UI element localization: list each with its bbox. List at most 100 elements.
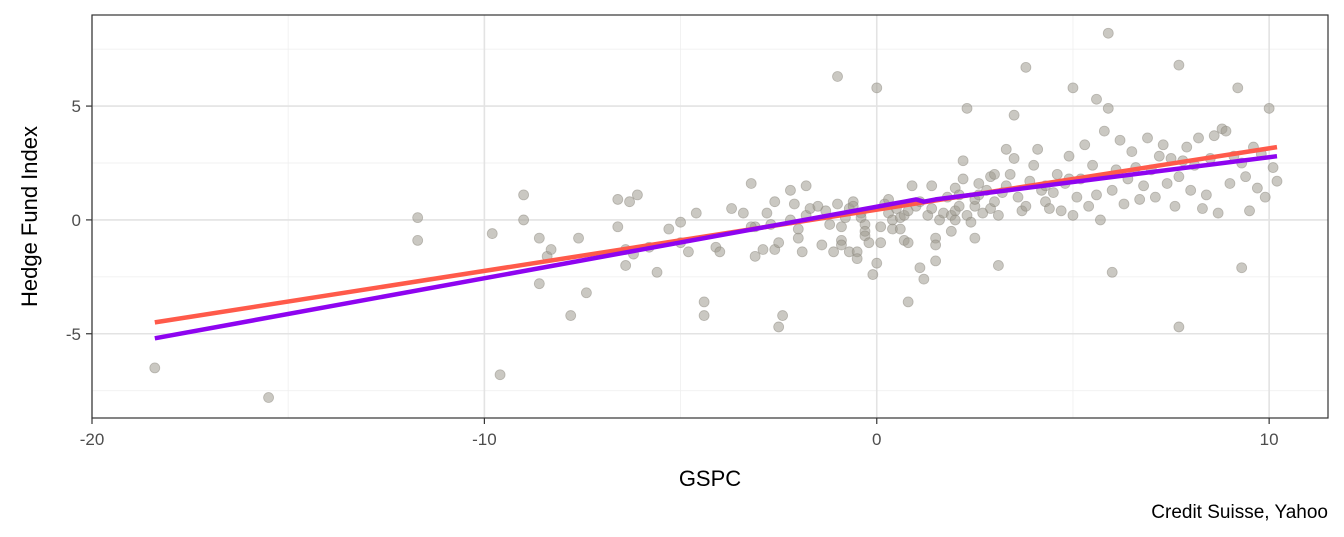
data-point [773,237,785,249]
data-point [533,232,545,244]
data-point [714,246,726,258]
x-tick-label: -20 [80,430,105,449]
data-point [632,189,643,201]
data-point [745,178,757,189]
data-point [1047,187,1059,198]
data-point [961,102,973,114]
data-point [867,269,879,280]
data-point [737,207,749,219]
data-point [263,392,274,403]
data-point [1200,189,1212,201]
data-point [965,216,977,228]
x-axis-title: GSPC [679,466,741,491]
data-point [1153,150,1165,162]
y-tick-label: 0 [72,211,81,230]
data-point [675,216,686,228]
y-tick-label: -5 [66,325,81,344]
data-point [1114,134,1126,146]
data-point [914,262,926,274]
data-point [769,196,781,208]
data-point [533,278,545,290]
data-point [926,203,938,214]
data-point [788,198,800,210]
data-point [973,178,985,189]
data-point [930,255,942,267]
data-point [1106,266,1118,278]
data-point [851,253,863,265]
data-point [773,321,785,333]
data-point [828,246,839,258]
data-point [1032,143,1044,155]
data-point [1008,153,1020,164]
data-point [1083,200,1095,212]
data-point [1149,191,1161,203]
data-point [1106,184,1118,196]
smooth-fit-line [154,153,1278,341]
data-point [949,214,961,226]
data-point [1012,191,1024,203]
data-point [612,221,624,233]
data-point [1267,162,1279,173]
data-point [1259,191,1271,203]
data-point [800,180,812,192]
y-axis-ticks: -5 0 5 [66,97,92,344]
data-point [1091,189,1102,201]
data-point [993,260,1004,271]
minor-gridlines [92,15,1328,418]
data-point [1067,209,1079,221]
data-point [698,310,710,321]
data-point [518,214,530,226]
data-point [1193,132,1204,144]
data-point [957,155,969,167]
data-point [1126,146,1138,158]
data-point [875,221,887,233]
data-point [832,198,843,210]
data-point [757,244,769,255]
data-point [1020,200,1032,212]
data-point [1004,168,1016,180]
data-point [412,212,424,224]
data-point [902,237,914,249]
y-tick-label: 5 [72,97,81,116]
data-point [785,184,796,196]
data-point [1098,125,1110,137]
data-point [518,189,530,201]
data-point [412,235,424,246]
data-point [918,273,930,285]
x-tick-label: 0 [872,430,881,449]
data-point [1079,139,1091,151]
data-point [993,209,1004,221]
data-point [1181,141,1193,153]
x-tick-label: 10 [1260,430,1279,449]
data-point [1161,178,1173,189]
data-point [651,266,663,278]
data-point [1102,102,1114,114]
data-point [573,232,584,244]
data-point [792,232,804,244]
data-point [969,232,981,244]
data-point [930,239,942,251]
data-point [1173,171,1185,183]
data-point [1102,27,1114,39]
data-point [902,296,914,308]
data-point [1157,139,1169,151]
fit-lines [154,144,1278,341]
data-point [1251,182,1263,194]
data-point [1071,191,1083,203]
data-point [1008,109,1020,121]
data-point [1063,150,1075,162]
data-point [1240,171,1251,183]
data-point [663,223,675,235]
data-point [624,196,635,208]
data-point [1185,184,1197,196]
major-gridlines [91,15,1328,418]
data-point [953,200,965,212]
data-point [565,310,577,321]
data-point [1271,175,1283,187]
data-point [989,168,1000,180]
chart-caption: Credit Suisse, Yahoo [1151,502,1328,523]
data-point [749,250,761,262]
data-point [1263,102,1275,114]
data-point [1087,159,1098,171]
